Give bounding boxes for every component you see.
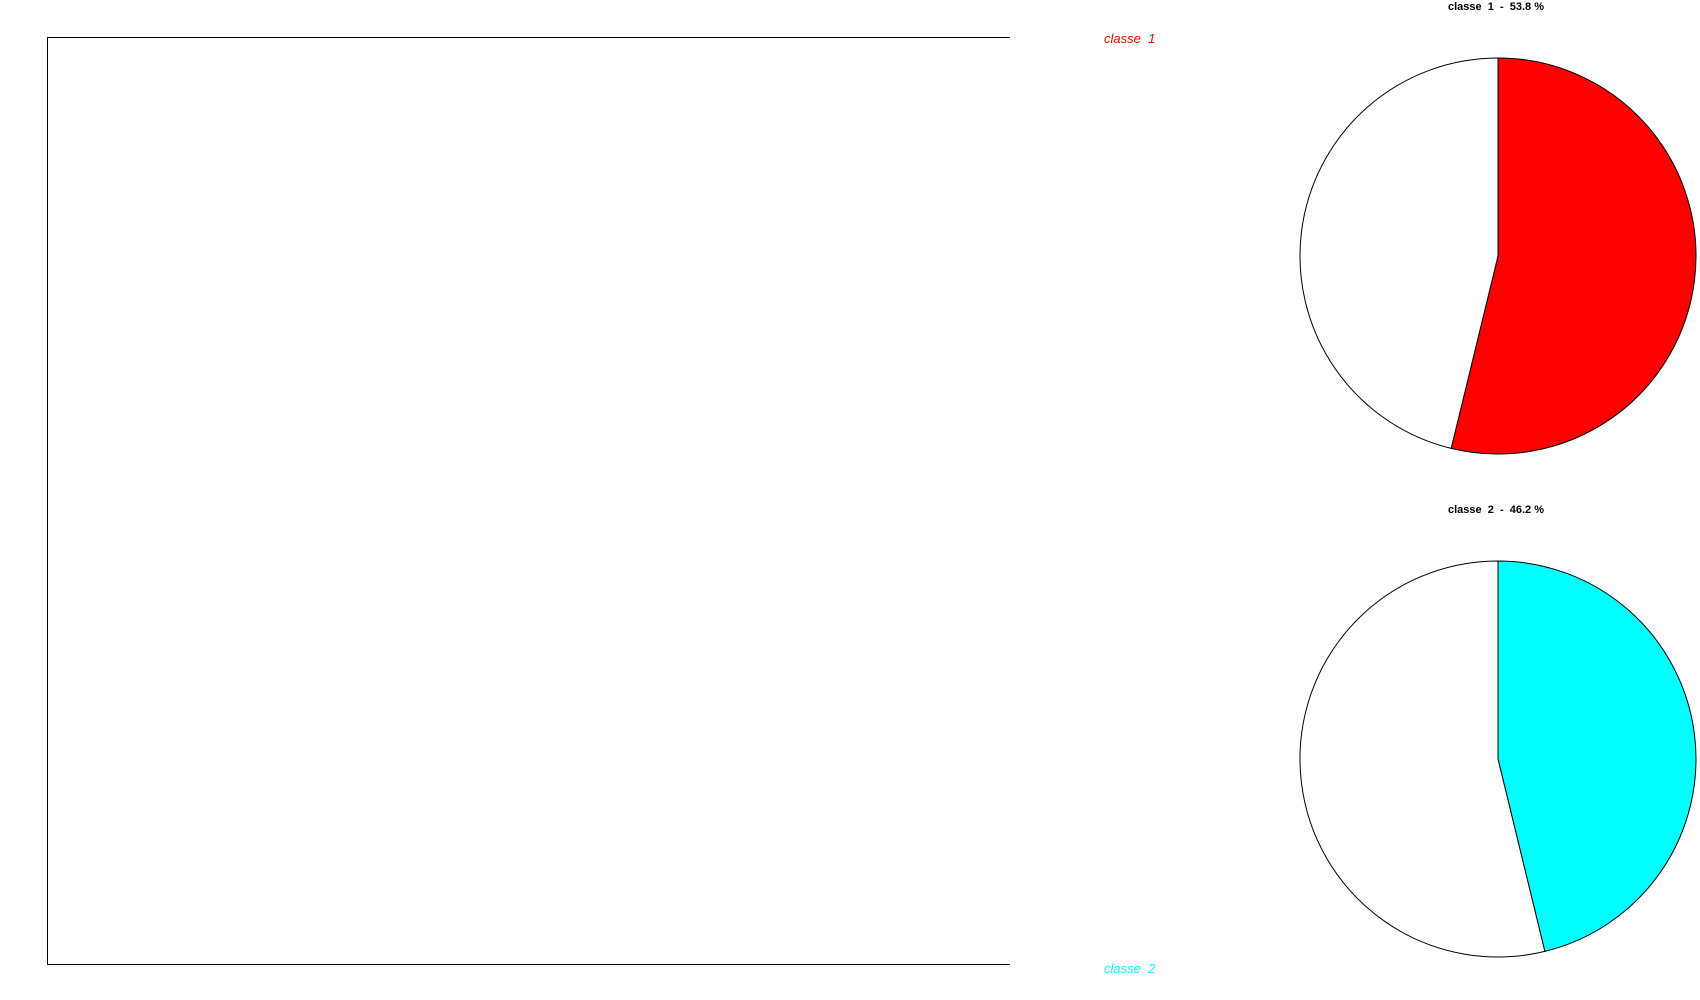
pie-2-slice-1: [1497, 560, 1697, 952]
pie-1-slice-2: [1299, 57, 1499, 449]
pie-chart-class-2: [1299, 560, 1697, 958]
pie-1-title: classe 1 - 53.8 %: [1448, 1, 1544, 13]
pie-2-title: classe 2 - 46.2 %: [1448, 504, 1544, 516]
plot-frame: [47, 37, 1010, 965]
pie-1-slice-1: [1450, 57, 1697, 455]
pie-2-slice-2: [1299, 560, 1546, 958]
pie-chart-class-1: [1299, 57, 1697, 455]
legend-label-class-1: classe 1: [1104, 31, 1155, 46]
legend-label-class-2: classe 2: [1104, 961, 1156, 976]
